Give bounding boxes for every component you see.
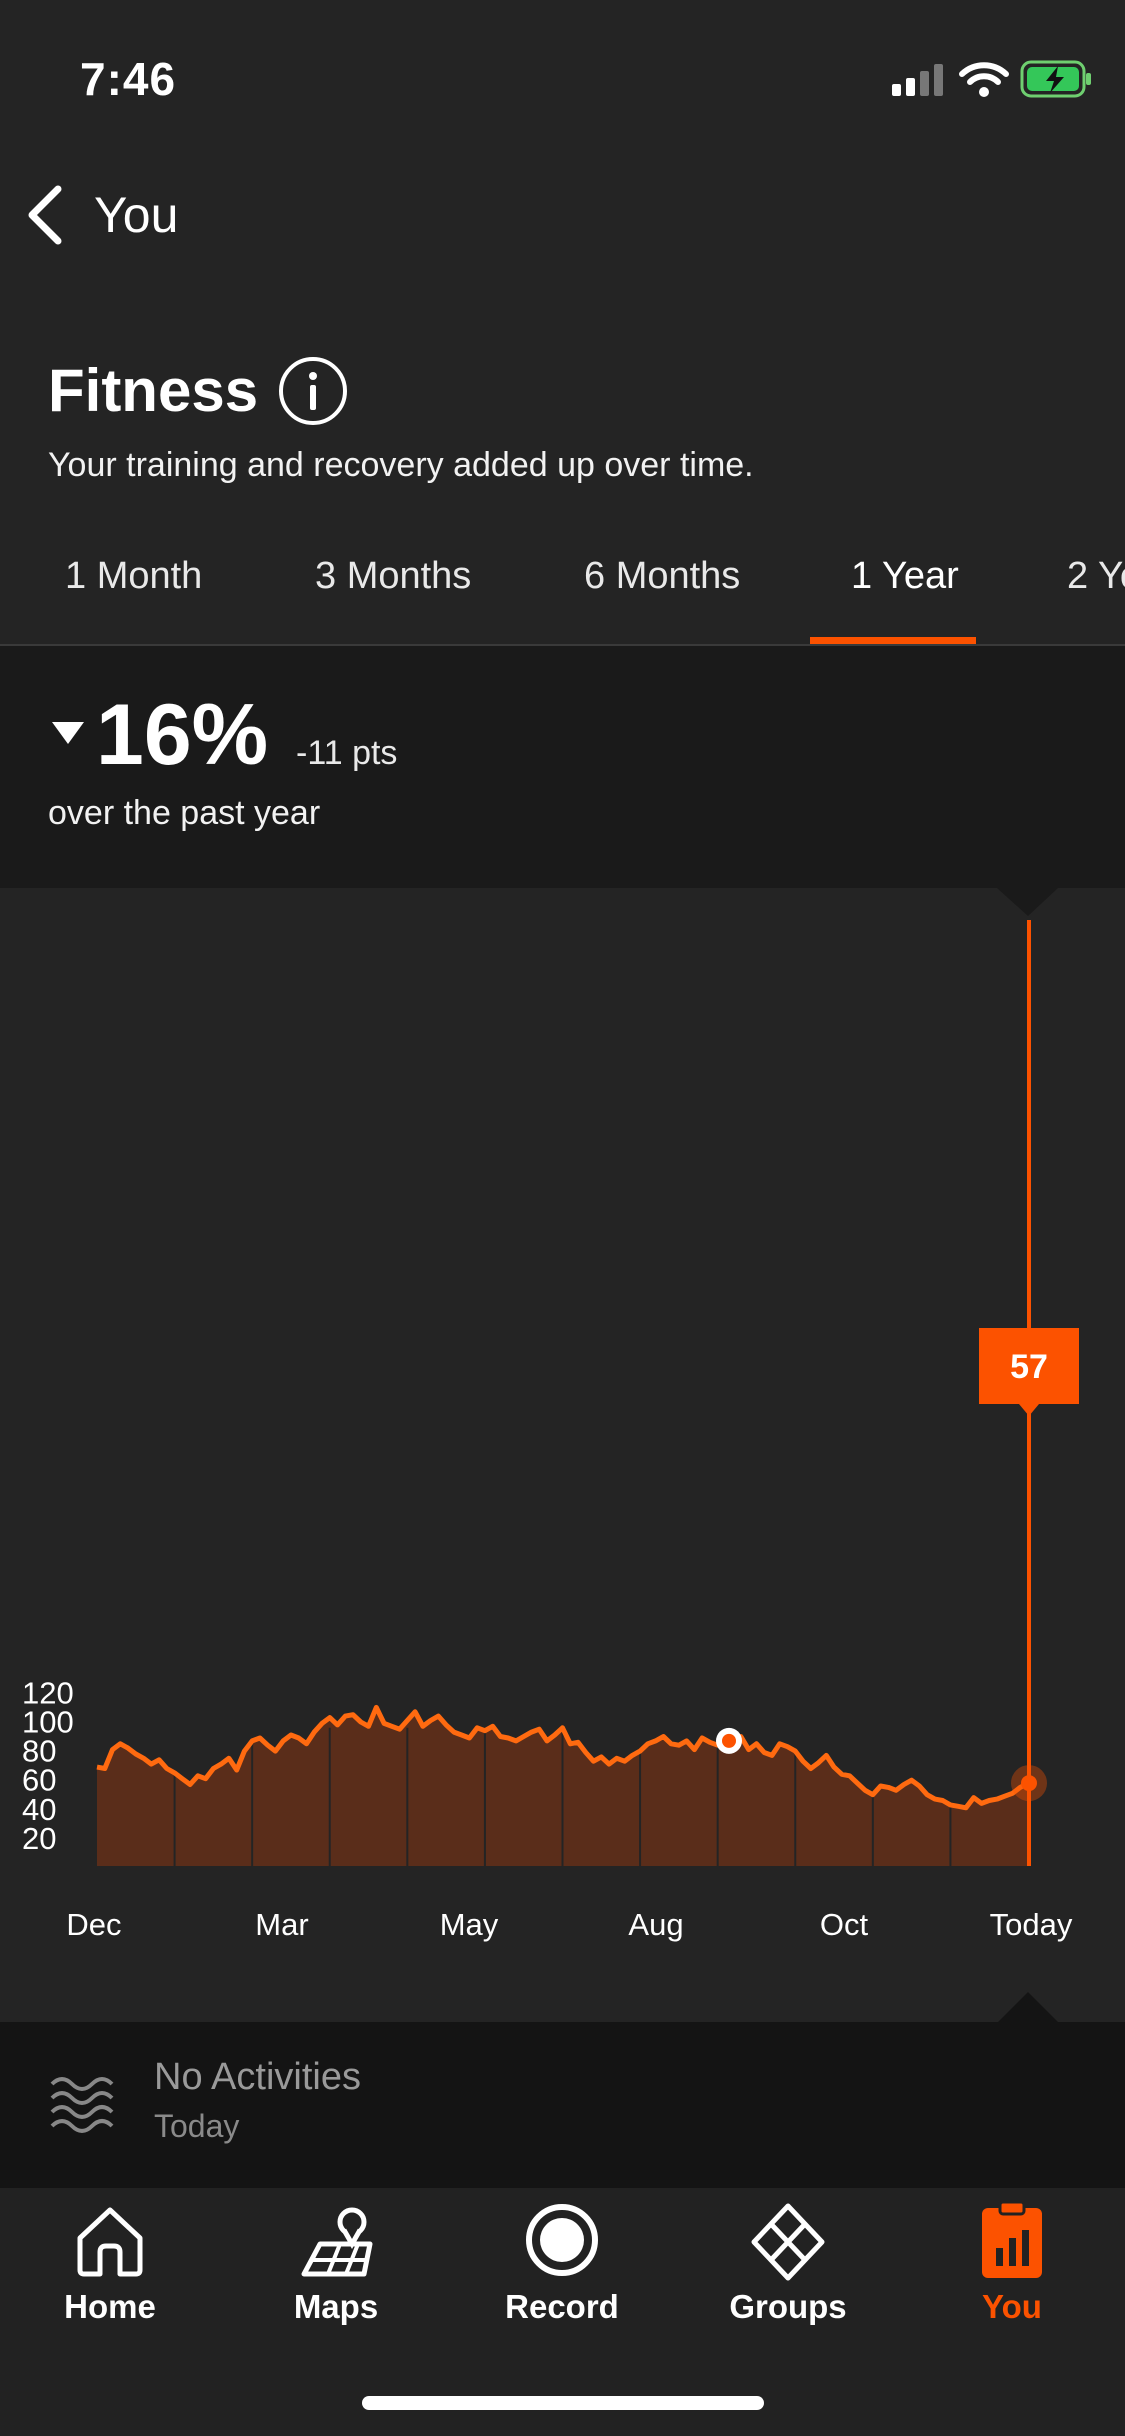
- time-range-tabs: 1 Month 3 Months 6 Months 1 Year 2 Ye: [0, 540, 1125, 646]
- tooltip-pointer: [1019, 1404, 1039, 1416]
- x-tick-label: Today: [990, 1907, 1073, 1942]
- tab-3-months[interactable]: 3 Months: [315, 555, 472, 597]
- you-icon: [982, 2200, 1042, 2278]
- nav-maps-label: Maps: [293, 2288, 379, 2325]
- chart-top-notch: [997, 888, 1058, 916]
- back-button[interactable]: [20, 180, 110, 250]
- x-tick-label: Aug: [628, 1907, 683, 1942]
- y-tick-label: 40: [22, 1792, 56, 1827]
- x-tick-label: Dec: [66, 1907, 121, 1942]
- activities-subtitle: Today: [154, 2108, 240, 2144]
- maps-icon: [301, 2207, 373, 2277]
- fitness-change-percent: 16%: [96, 687, 269, 783]
- y-tick-label: 60: [22, 1763, 56, 1798]
- tab-2-years[interactable]: 2 Ye: [1067, 555, 1125, 597]
- activities-panel[interactable]: [0, 2022, 1125, 2188]
- tab-1-year[interactable]: 1 Year: [851, 555, 959, 597]
- battery-icon: [1020, 60, 1091, 98]
- current-point: [1021, 1775, 1037, 1792]
- activity-waves-icon: [50, 2077, 114, 2133]
- tooltip-value: 57: [1010, 1348, 1048, 1386]
- summary-period: over the past year: [48, 794, 321, 832]
- home-icon: [77, 2207, 143, 2277]
- chevron-left-icon: [28, 185, 62, 245]
- fitness-change-points: -11 pts: [296, 734, 398, 772]
- page-subtitle: Your training and recovery added up over…: [48, 446, 754, 484]
- highlight-marker-center: [722, 1733, 736, 1748]
- activities-title: No Activities: [154, 2056, 361, 2098]
- nav-you-label: You: [982, 2288, 1042, 2325]
- y-tick-label: 120: [22, 1675, 74, 1710]
- nav-groups-label: Groups: [729, 2288, 847, 2325]
- tab-1-month[interactable]: 1 Month: [65, 555, 203, 597]
- y-tick-label: 80: [22, 1734, 56, 1769]
- page-title: Fitness: [48, 357, 259, 424]
- wifi-icon: [959, 62, 1009, 97]
- x-tick-label: May: [440, 1907, 499, 1942]
- info-icon[interactable]: [278, 356, 348, 426]
- signal-icon: [892, 64, 943, 96]
- x-tick-label: Oct: [820, 1907, 869, 1942]
- back-label[interactable]: You: [94, 187, 179, 243]
- chart-bottom-notch: [998, 1992, 1058, 2022]
- chart-line: [96, 1704, 1030, 1811]
- nav-record[interactable]: Record: [462, 2196, 662, 2346]
- nav-you[interactable]: You: [912, 2196, 1112, 2346]
- x-tick-label: Mar: [255, 1907, 308, 1942]
- tooltip-box: [979, 1328, 1079, 1404]
- record-icon: [526, 2204, 598, 2276]
- groups-icon: [751, 2203, 825, 2281]
- y-tick-label: 100: [22, 1705, 74, 1740]
- nav-groups[interactable]: Groups: [688, 2196, 888, 2346]
- nav-maps[interactable]: Maps: [236, 2196, 436, 2346]
- fitness-summary: [0, 646, 1125, 888]
- nav-record-label: Record: [505, 2288, 619, 2325]
- y-tick-label: 20: [22, 1821, 56, 1856]
- trend-down-icon: [52, 722, 84, 744]
- active-tab-indicator: [810, 637, 976, 644]
- status-time: 7:46: [80, 53, 177, 105]
- tab-6-months[interactable]: 6 Months: [584, 555, 741, 597]
- home-indicator: [362, 2396, 764, 2410]
- nav-home-label: Home: [64, 2288, 156, 2325]
- nav-home[interactable]: Home: [10, 2196, 210, 2346]
